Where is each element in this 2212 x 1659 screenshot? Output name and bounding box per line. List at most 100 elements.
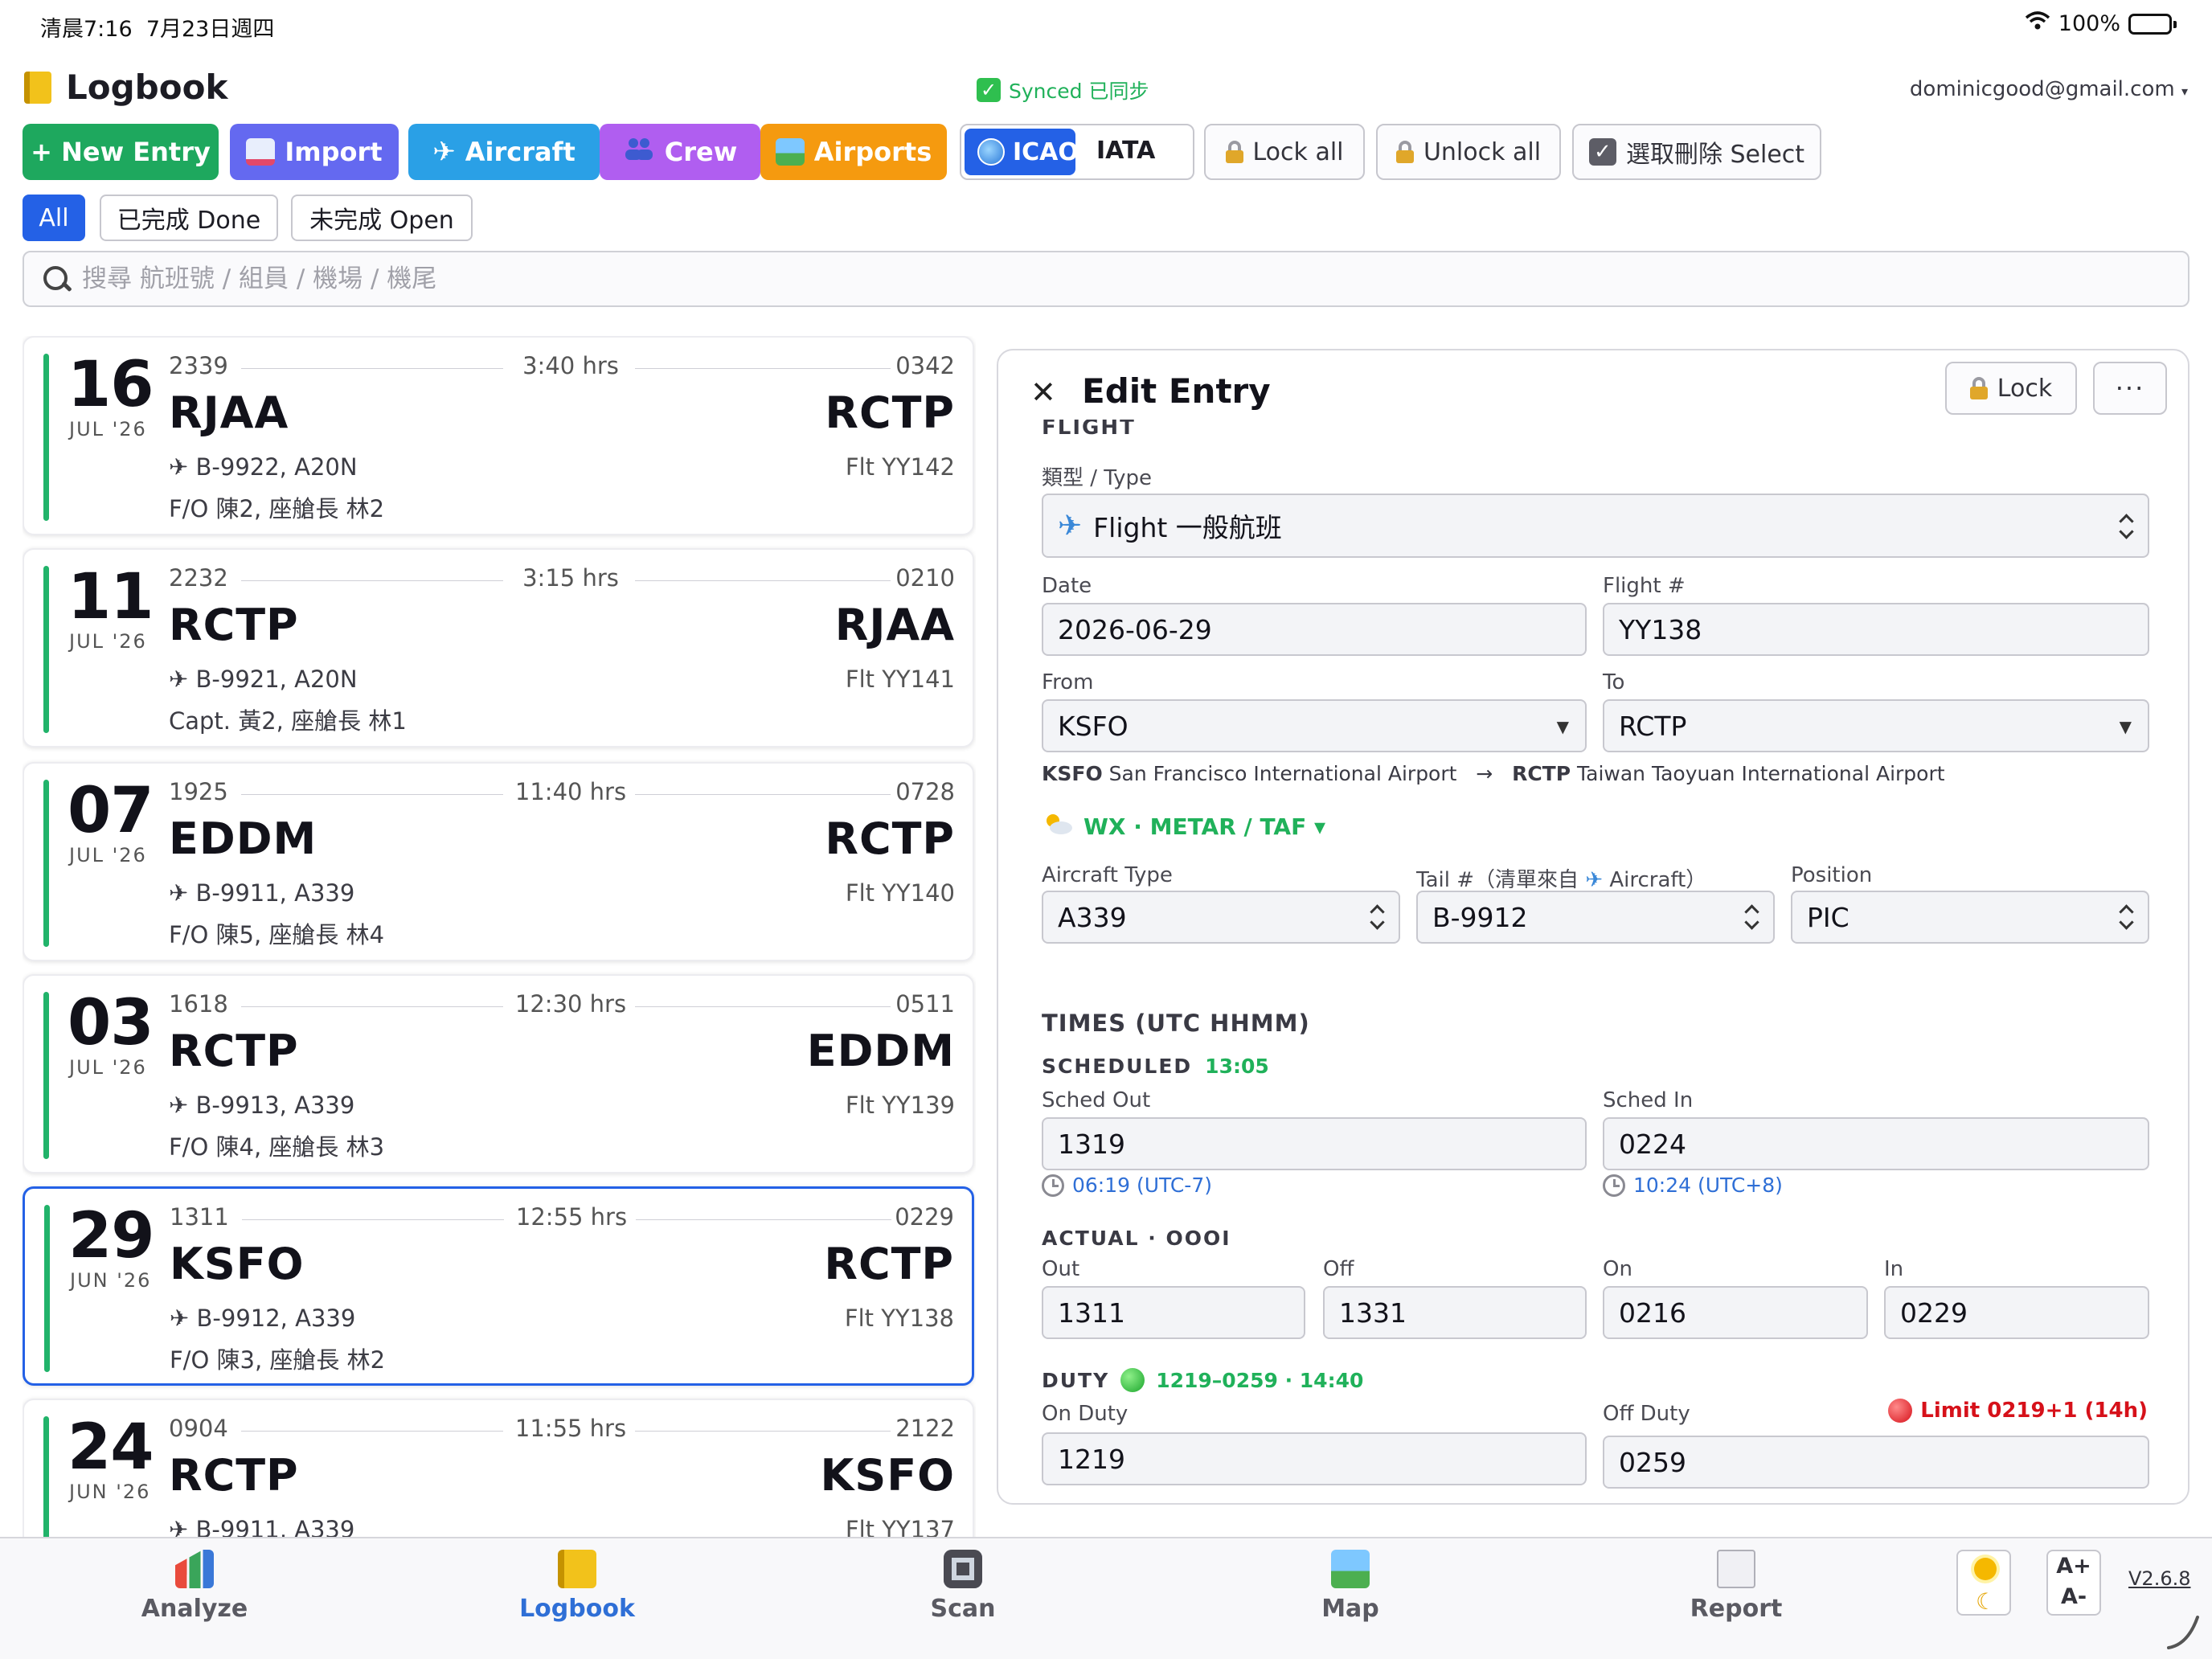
- on-duty-label: On Duty: [1042, 1402, 1129, 1426]
- departure-time: 1925: [169, 778, 228, 805]
- flight-month: JUL '26: [69, 630, 147, 653]
- origin-airport: RCTP: [169, 600, 299, 650]
- tab-report[interactable]: Report: [1640, 1550, 1833, 1623]
- departure-time: 2339: [169, 352, 228, 379]
- font-increase-button[interactable]: A+: [2056, 1554, 2091, 1579]
- flight-list[interactable]: 16 JUL '26 2339 3:40 hrs 0342 RJAA RCTP ✈ B-992…: [23, 336, 976, 1537]
- from-value: KSFO: [1058, 710, 1129, 742]
- off-duty-field[interactable]: 0259: [1603, 1436, 2149, 1489]
- flight-card[interactable]: 24 JUN '26 0904 11:55 hrs 2122 RCTP KSFO ✈ B-99…: [23, 1399, 974, 1537]
- unlock-all-button[interactable]: Unlock all: [1376, 124, 1561, 180]
- airports-button[interactable]: Airports: [760, 124, 947, 180]
- camera-icon: [944, 1550, 982, 1588]
- flight-card[interactable]: 16 JUL '26 2339 3:40 hrs 0342 RJAA RCTP ✈ B-992…: [23, 336, 974, 535]
- flight-card[interactable]: 29 JUN '26 1311 12:55 hrs 0229 KSFO RCTP ✈ B-99…: [23, 1186, 974, 1386]
- route-summary: KSFO San Francisco International Airport…: [1042, 762, 1945, 785]
- iata-segment[interactable]: IATA: [1096, 137, 1155, 165]
- lock-button[interactable]: Lock: [1945, 362, 2077, 415]
- date-value: 2026-06-29: [1058, 613, 1212, 645]
- updown-icon: [2119, 905, 2135, 931]
- on-field[interactable]: 0216: [1603, 1286, 1868, 1339]
- tab-logbook[interactable]: Logbook: [481, 1550, 674, 1623]
- app-title: Logbook: [24, 68, 227, 107]
- version-link[interactable]: V2.6.8: [2128, 1567, 2191, 1590]
- search-bar[interactable]: [23, 251, 2189, 307]
- inbox-icon: [246, 138, 276, 166]
- icao-segment[interactable]: ICAO: [965, 129, 1075, 175]
- code-mode-toggle[interactable]: ICAO IATA: [960, 124, 1194, 180]
- off-field[interactable]: 1331: [1323, 1286, 1587, 1339]
- flight-card[interactable]: 07 JUL '26 1925 11:40 hrs 0728 EDDM RCTP ✈ B-99…: [23, 762, 974, 961]
- out-field[interactable]: 1311: [1042, 1286, 1305, 1339]
- sched-in-value: 0224: [1619, 1128, 1686, 1160]
- tab-scan[interactable]: Scan: [866, 1550, 1059, 1623]
- more-button[interactable]: ···: [2093, 362, 2167, 415]
- origin-airport: RCTP: [169, 1450, 299, 1501]
- to-select[interactable]: RCTP ▼: [1603, 699, 2149, 752]
- airplane-icon: ✈: [1585, 868, 1604, 892]
- theme-toggle-button[interactable]: ☾: [1956, 1550, 2011, 1616]
- select-delete-button[interactable]: ✓ 選取刪除 Select: [1572, 124, 1821, 180]
- tab-analyze[interactable]: Analyze: [98, 1550, 291, 1623]
- flight-card[interactable]: 03 JUL '26 1618 12:30 hrs 0511 RCTP EDDM ✈ B-99…: [23, 974, 974, 1174]
- wx-toggle[interactable]: WX · METAR / TAF ▾: [1042, 812, 1325, 842]
- sched-out-field[interactable]: 1319: [1042, 1117, 1587, 1170]
- crew-list: Capt. 黃2, 座艙長 林1: [169, 707, 407, 735]
- on-duty-field[interactable]: 1219: [1042, 1432, 1587, 1485]
- off-duty-label: Off Duty: [1603, 1402, 1690, 1426]
- aircraft-type-select[interactable]: A339: [1042, 891, 1400, 944]
- sched-in-field[interactable]: 0224: [1603, 1117, 2149, 1170]
- search-icon: [42, 264, 71, 293]
- origin-airport: RCTP: [169, 1026, 299, 1076]
- status-bar: [43, 780, 49, 947]
- font-size-control[interactable]: A+ A-: [2046, 1550, 2101, 1616]
- status-bar: [44, 1205, 50, 1372]
- type-select[interactable]: ✈ Flight 一般航班: [1042, 494, 2149, 558]
- iata-label: IATA: [1096, 137, 1156, 165]
- filter-all[interactable]: All: [23, 195, 85, 241]
- tab-map[interactable]: Map: [1254, 1550, 1447, 1623]
- status-bar: [43, 354, 49, 521]
- position-select[interactable]: PIC: [1791, 891, 2149, 944]
- flight-day: 29: [68, 1200, 155, 1272]
- tab-label: Map: [1321, 1595, 1379, 1623]
- filter-open[interactable]: 未完成 Open: [291, 195, 473, 241]
- check-icon: ✓: [977, 78, 1001, 102]
- import-button[interactable]: Import: [230, 124, 399, 180]
- close-icon[interactable]: ✕: [1030, 375, 1056, 410]
- sched-in-local-text: 10:24 (UTC+8): [1633, 1174, 1783, 1197]
- flight-duration: 12:55 hrs: [515, 1203, 628, 1231]
- flight-section-heading: FLIGHT: [1042, 420, 1136, 436]
- flight-card[interactable]: 11 JUL '26 2232 3:15 hrs 0210 RCTP RJAA ✈ B-992…: [23, 548, 974, 748]
- in-field[interactable]: 0229: [1884, 1286, 2149, 1339]
- sched-out-local: 06:19 (UTC-7): [1042, 1174, 1212, 1197]
- from-label: From: [1042, 670, 1094, 694]
- tail-select[interactable]: B-9912: [1416, 891, 1775, 944]
- tail-label: Tail #（清單來自 ✈ Aircraft）: [1416, 863, 1706, 893]
- off-label: Off: [1323, 1257, 1354, 1281]
- account-menu[interactable]: dominicgood@gmail.com ▾: [1910, 77, 2188, 101]
- filter-done[interactable]: 已完成 Done: [100, 195, 278, 241]
- panel-title: Edit Entry: [1082, 371, 1271, 411]
- position-value: PIC: [1807, 901, 1849, 933]
- date-field[interactable]: 2026-06-29: [1042, 603, 1587, 656]
- more-icon: ···: [2115, 373, 2145, 403]
- flight-month: JUL '26: [69, 418, 147, 440]
- crew-button[interactable]: Crew: [600, 124, 760, 180]
- arrival-time: 0728: [895, 778, 955, 805]
- flightno-field[interactable]: YY138: [1603, 603, 2149, 656]
- from-select[interactable]: KSFO ▼: [1042, 699, 1587, 752]
- actual-heading: ACTUAL · OOOI: [1042, 1227, 1231, 1250]
- font-decrease-button[interactable]: A-: [2060, 1584, 2087, 1609]
- status-bar: [43, 566, 49, 733]
- aircraft-button[interactable]: ✈ Aircraft: [408, 124, 600, 180]
- people-icon: [623, 136, 655, 168]
- search-input[interactable]: [82, 264, 1529, 293]
- in-value: 0229: [1900, 1296, 1968, 1329]
- map-icon: [1331, 1550, 1370, 1588]
- scheduled-heading: SCHEDULED 13:05: [1042, 1055, 1269, 1078]
- new-entry-button[interactable]: + New Entry: [23, 124, 219, 180]
- aircraft-type-label: Aircraft Type: [1042, 863, 1173, 887]
- flight-duration: 3:40 hrs: [522, 352, 619, 379]
- lock-all-button[interactable]: Lock all: [1204, 124, 1365, 180]
